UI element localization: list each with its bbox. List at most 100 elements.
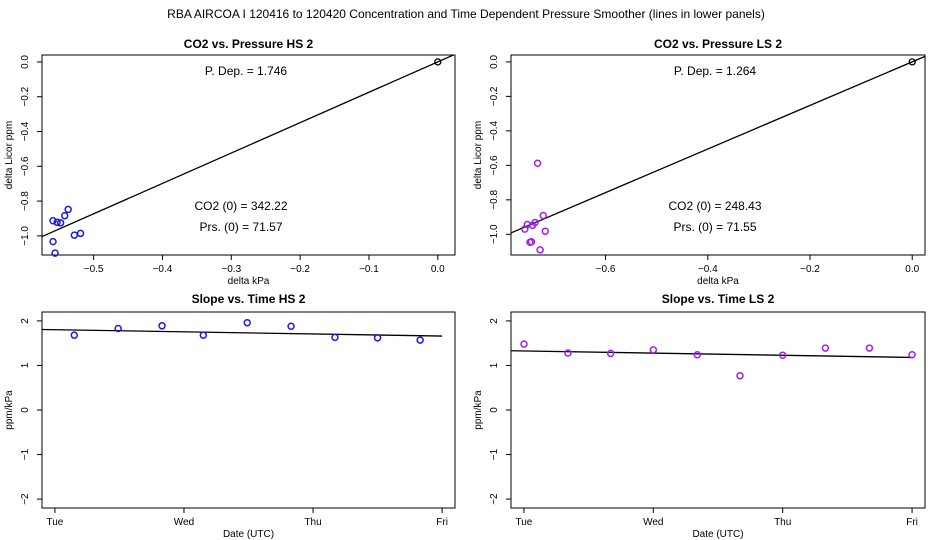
main-title: RBA AIRCOA I 120416 to 120420 Concentrat…	[167, 7, 765, 21]
data-point	[531, 218, 539, 227]
y-tick-label: −2	[20, 493, 31, 505]
data-point	[564, 349, 572, 357]
plot-frame	[510, 311, 926, 509]
x-tick-label: Fri	[436, 517, 448, 528]
data-point	[527, 237, 536, 246]
x-tick-label: −0.4	[153, 264, 173, 275]
data-point	[523, 220, 532, 229]
y-tick-label: −1.0	[489, 224, 500, 244]
data-point	[736, 371, 744, 380]
data-point	[778, 351, 787, 359]
y-tick-label: 0.0	[489, 55, 500, 69]
fit-line	[511, 55, 925, 234]
data-point	[373, 334, 382, 342]
x-tick-label: Tue	[46, 517, 63, 528]
fit-line	[511, 350, 913, 359]
data-point	[865, 344, 874, 352]
data-point	[821, 344, 830, 352]
y-tick-label: 0.0	[20, 55, 31, 69]
annotation-pdep: P. Dep. = 1.264	[674, 64, 757, 78]
reference-point	[434, 58, 442, 66]
y-tick-label: −0.2	[20, 86, 31, 106]
annotation-prs: Prs. (0) = 71.57	[199, 220, 282, 234]
y-axis-label: delta Licor ppm	[473, 121, 484, 189]
data-point	[56, 219, 65, 227]
x-tick-label: −0.4	[698, 264, 718, 275]
data-point	[60, 211, 69, 220]
y-tick-label: 1	[489, 362, 500, 368]
x-tick-label: Tue	[516, 517, 533, 528]
data-point	[606, 349, 615, 358]
x-tick-label: −0.2	[290, 264, 310, 275]
y-tick-label: 0	[489, 407, 500, 413]
panel-title: CO2 vs. Pressure LS 2	[654, 37, 782, 51]
x-tick-label: Wed	[643, 517, 663, 528]
y-tick-label: −0.6	[489, 155, 500, 175]
x-tick-label: −0.3	[221, 264, 241, 275]
x-axis-label: Date (UTC)	[223, 529, 274, 540]
annotation-prs: Prs. (0) = 71.55	[673, 220, 756, 234]
annotation-co2: CO2 (0) = 248.43	[668, 199, 761, 213]
y-tick-label: −2	[489, 493, 500, 505]
data-point	[49, 237, 57, 246]
y-axis-label: ppm/kPa	[473, 390, 484, 430]
x-tick-label: −0.1	[359, 264, 379, 275]
x-tick-label: Wed	[174, 517, 194, 528]
fit-line	[42, 328, 443, 337]
data-point	[114, 324, 122, 333]
panel-title: Slope vs. Time LS 2	[662, 292, 775, 306]
panel-p1: CO2 vs. Pressure HS 2 −0.5 −0.4 −0.3 −0.2 −0.…	[4, 37, 456, 287]
y-tick-label: −0.4	[20, 121, 31, 141]
data-point	[287, 322, 295, 331]
y-tick-label: −0.2	[489, 86, 500, 106]
data-point	[49, 216, 57, 225]
data-point	[158, 322, 166, 330]
data-point	[51, 249, 59, 257]
panel-title: CO2 vs. Pressure HS 2	[184, 37, 314, 51]
y-axis-label: ppm/kPa	[4, 390, 15, 430]
panel-title: Slope vs. Time HS 2	[192, 292, 306, 306]
data-point	[536, 246, 544, 254]
x-tick-label: Thu	[304, 517, 321, 528]
panel-p3: Slope vs. Time HS 2 Tue Wed Thu Fri Date (UTC…	[4, 292, 456, 540]
plot-frame	[41, 54, 456, 256]
x-tick-label: −0.5	[84, 264, 104, 275]
annotation-pdep: P. Dep. = 1.746	[205, 64, 288, 78]
annotation-co2: CO2 (0) = 342.22	[194, 199, 287, 213]
plot-frame	[510, 54, 926, 256]
data-point	[64, 205, 72, 214]
y-tick-label: 0	[20, 407, 31, 413]
x-tick-label: −0.2	[800, 264, 820, 275]
x-axis-label: delta kPa	[228, 276, 270, 287]
reference-point	[908, 58, 916, 66]
data-point	[76, 229, 85, 238]
data-point	[416, 336, 424, 344]
panel-p4: Slope vs. Time LS 2 Tue Wed Thu Fri Date (UTC…	[473, 292, 926, 540]
y-tick-label: −0.8	[489, 190, 500, 210]
plot-frame	[41, 311, 456, 509]
data-point	[539, 211, 547, 220]
y-tick-label: −1	[20, 448, 31, 460]
x-tick-label: −0.6	[596, 264, 616, 275]
y-tick-label: −0.8	[20, 191, 31, 211]
data-point	[331, 333, 339, 342]
y-tick-label: 2	[20, 318, 31, 324]
data-point	[520, 340, 528, 348]
y-tick-label: 1	[20, 362, 31, 368]
data-point	[533, 159, 542, 168]
y-tick-label: −1.0	[20, 226, 31, 246]
x-tick-label: Thu	[774, 517, 791, 528]
fit-line	[42, 55, 455, 238]
data-point	[70, 331, 79, 339]
x-axis-label: Date (UTC)	[692, 529, 743, 540]
y-tick-label: −0.6	[20, 156, 31, 176]
data-point	[649, 346, 658, 354]
y-axis-label: delta Licor ppm	[4, 121, 15, 189]
data-point	[70, 231, 79, 239]
data-point	[693, 351, 702, 359]
x-axis-label: delta kPa	[697, 276, 739, 287]
y-tick-label: −1	[489, 448, 500, 460]
data-point	[541, 227, 549, 235]
y-tick-label: 2	[489, 318, 500, 324]
